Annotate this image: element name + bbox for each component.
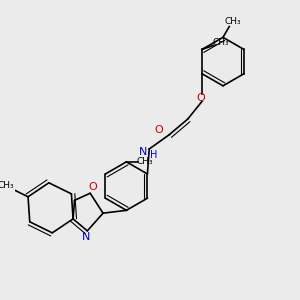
Text: O: O (196, 93, 205, 103)
Text: CH₃: CH₃ (136, 157, 153, 166)
Text: CH₃: CH₃ (0, 181, 14, 190)
Text: O: O (89, 182, 98, 192)
Text: N: N (139, 147, 147, 157)
Text: N: N (82, 232, 90, 242)
Text: H: H (150, 150, 157, 160)
Text: CH₃: CH₃ (212, 38, 229, 47)
Text: CH₃: CH₃ (225, 17, 241, 26)
Text: O: O (155, 124, 164, 135)
